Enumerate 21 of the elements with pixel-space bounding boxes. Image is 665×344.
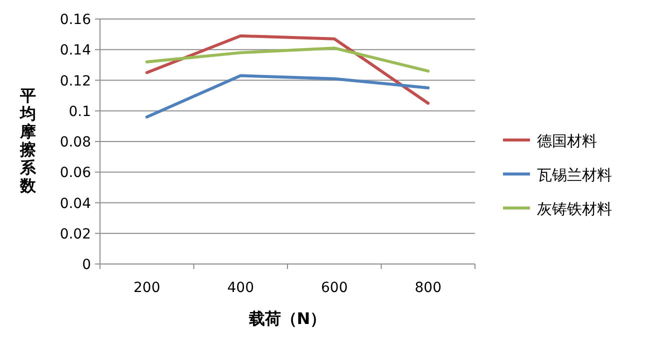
y-tick-label: 0.06	[60, 165, 92, 182]
y-tick-label: 0.14	[60, 42, 92, 59]
line-series	[145, 74, 430, 118]
line-series	[145, 34, 430, 105]
y-tick-label: 0.04	[60, 196, 92, 212]
line-series	[145, 46, 430, 73]
x-tick-label: 400	[227, 280, 254, 296]
x-tick-label: 800	[414, 280, 442, 296]
y-tick-label: 0.12	[60, 73, 91, 90]
y-tick-label: 0	[82, 257, 91, 273]
x-axis-title: 载荷（N）	[248, 309, 326, 328]
y-tick-label: 0.02	[60, 226, 91, 242]
y-tick-label: 0.16	[60, 12, 92, 28]
y-tick-label: 0.1	[68, 104, 91, 120]
y-tick-label: 0.08	[60, 134, 91, 150]
legend-label: 德国材料	[537, 132, 597, 150]
x-tick-label: 200	[134, 280, 160, 296]
legend-label: 灰铸铁材料	[537, 200, 612, 218]
y-axis-title: 平均摩擦系数	[19, 86, 37, 195]
legend-label: 瓦锡兰材料	[537, 166, 612, 184]
x-tick-label: 600	[321, 280, 348, 296]
